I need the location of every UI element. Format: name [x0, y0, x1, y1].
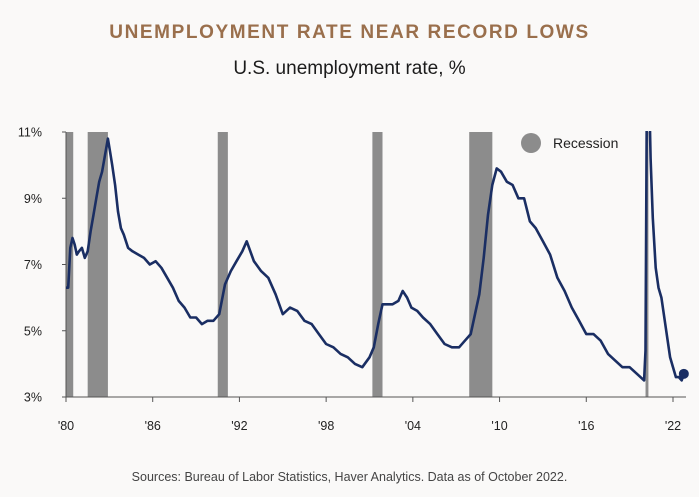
- unemployment-rate-line: [66, 131, 686, 382]
- y-tick-label: 11%: [18, 126, 42, 140]
- recession-band-2: [87, 132, 108, 397]
- x-tick-label: '22: [665, 419, 681, 433]
- axes: 3% 5% 7% 9% 11% '80 '86 '92 '98 '04 '10 '16 '22: [18, 126, 686, 433]
- chart-subtitle: U.S. unemployment rate, %: [233, 58, 466, 79]
- latest-value-marker: [678, 368, 689, 379]
- chart-title: UNEMPLOYMENT RATE NEAR RECORD LOWS: [109, 22, 590, 43]
- x-tick-label: '04: [405, 419, 421, 433]
- x-tick-label: '92: [231, 419, 247, 433]
- x-tick-label: '80: [58, 419, 74, 433]
- line-layer: [66, 131, 686, 382]
- y-tick-label: 3%: [24, 391, 42, 405]
- x-tick-label: '86: [145, 419, 161, 433]
- legend: Recession: [521, 133, 618, 153]
- y-tick-label: 9%: [24, 192, 42, 206]
- recession-band-5: [469, 132, 493, 397]
- source-footnote: Sources: Bureau of Labor Statistics, Hav…: [131, 470, 568, 484]
- x-tick-label: '10: [491, 419, 507, 433]
- x-tick-label: '16: [578, 419, 594, 433]
- legend-recession-swatch: [521, 133, 541, 153]
- legend-recession-label: Recession: [553, 135, 618, 151]
- recession-band-3: [217, 132, 228, 397]
- x-tick-label: '98: [318, 419, 334, 433]
- y-tick-label: 5%: [24, 324, 42, 338]
- recession-band-4: [372, 132, 383, 397]
- marker-layer: [678, 368, 689, 379]
- recession-bands: [66, 132, 649, 397]
- y-tick-label: 7%: [24, 258, 42, 272]
